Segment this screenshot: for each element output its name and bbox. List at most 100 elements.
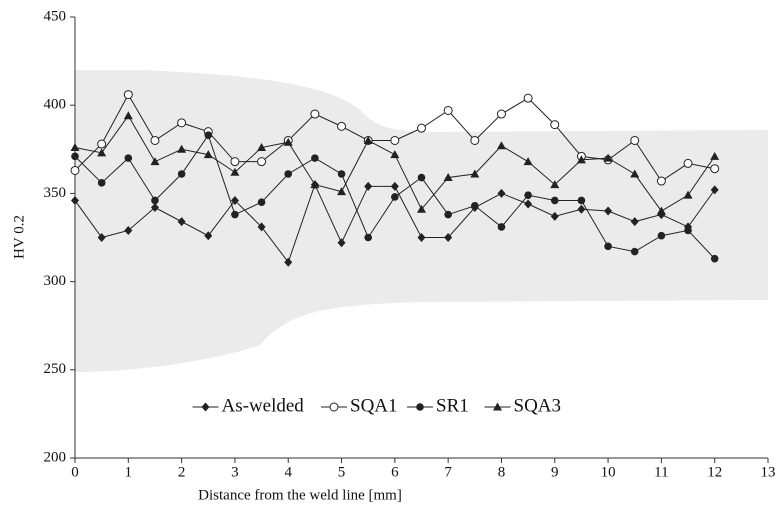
marker <box>604 206 613 216</box>
x-tick-label: 6 <box>391 464 399 480</box>
marker <box>204 231 213 241</box>
marker <box>710 254 719 263</box>
y-tick-label: 300 <box>44 273 67 289</box>
y-tick-label: 450 <box>44 8 67 24</box>
marker <box>177 144 187 153</box>
x-tick-label: 13 <box>761 464 776 480</box>
marker <box>576 155 586 164</box>
marker <box>603 153 613 162</box>
marker <box>417 233 426 242</box>
marker <box>284 170 293 178</box>
marker <box>443 105 453 115</box>
marker <box>710 151 720 160</box>
marker <box>150 157 160 166</box>
marker <box>97 139 107 149</box>
marker <box>417 204 426 213</box>
marker <box>470 135 480 145</box>
marker <box>70 143 80 152</box>
legend-label: SQA3 <box>514 395 562 416</box>
marker <box>124 225 133 235</box>
legend-label: SQA1 <box>350 395 398 416</box>
marker <box>150 203 159 213</box>
marker <box>630 247 639 256</box>
marker <box>337 170 346 178</box>
marker <box>470 169 480 178</box>
y-tick-label: 350 <box>44 185 67 201</box>
x-tick-label: 12 <box>707 464 722 480</box>
x-tick-label: 8 <box>498 464 506 480</box>
marker <box>230 167 240 176</box>
y-tick-label: 200 <box>44 449 67 465</box>
marker <box>524 199 533 209</box>
x-axis-label: Distance from the weld line [mm] <box>198 487 402 503</box>
marker <box>257 143 267 152</box>
y-axis-label: HV 0.2 <box>11 215 27 259</box>
marker <box>710 185 719 195</box>
marker <box>390 150 400 159</box>
marker <box>71 152 79 161</box>
marker <box>471 201 479 210</box>
marker <box>630 217 639 227</box>
marker <box>550 120 560 130</box>
marker <box>329 402 339 412</box>
marker <box>283 137 293 146</box>
marker <box>177 217 186 227</box>
marker <box>550 211 559 221</box>
x-tick-label: 5 <box>338 464 346 480</box>
marker <box>657 231 666 240</box>
marker <box>201 402 210 412</box>
marker <box>97 233 106 242</box>
x-tick-label: 4 <box>284 464 292 480</box>
x-tick-label: 9 <box>551 464 559 480</box>
marker <box>177 118 187 128</box>
x-tick-label: 7 <box>444 464 452 480</box>
marker <box>550 196 559 205</box>
marker <box>630 169 640 178</box>
legend-label: As-welded <box>222 395 305 416</box>
y-tick-label: 400 <box>44 97 67 113</box>
x-tick-label: 1 <box>125 464 133 480</box>
marker <box>523 157 533 166</box>
marker <box>70 165 80 175</box>
marker <box>151 196 159 205</box>
marker <box>496 141 506 150</box>
marker <box>523 93 533 103</box>
marker <box>364 233 372 242</box>
marker <box>443 173 453 182</box>
marker <box>493 402 502 411</box>
marker <box>683 190 693 199</box>
marker <box>391 193 399 201</box>
marker <box>683 158 693 168</box>
marker <box>204 131 213 139</box>
marker <box>363 135 373 144</box>
marker <box>123 90 133 100</box>
marker <box>257 157 267 167</box>
marker <box>497 188 506 198</box>
marker <box>417 173 426 182</box>
marker <box>177 170 186 178</box>
marker <box>124 154 133 162</box>
x-tick-label: 11 <box>654 464 668 480</box>
marker <box>310 109 320 119</box>
marker <box>656 176 666 186</box>
y-tick-label: 250 <box>44 361 67 377</box>
x-tick-label: 2 <box>178 464 186 480</box>
x-tick-label: 10 <box>601 464 616 480</box>
marker <box>524 191 532 199</box>
marker <box>71 195 79 205</box>
marker <box>230 195 239 205</box>
marker <box>97 179 106 187</box>
weld-macro-background <box>75 70 768 372</box>
x-tick-label: 3 <box>231 464 239 480</box>
marker <box>97 148 107 157</box>
marker <box>364 181 373 191</box>
marker <box>311 154 319 162</box>
marker <box>577 204 586 214</box>
marker <box>656 206 666 215</box>
marker <box>390 181 399 191</box>
marker <box>684 226 692 235</box>
marker <box>337 238 346 248</box>
marker <box>604 242 612 251</box>
marker <box>577 196 586 205</box>
